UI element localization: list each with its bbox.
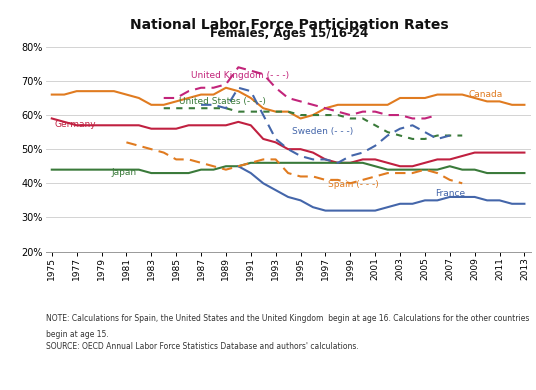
Text: Japan: Japan: [111, 168, 137, 177]
Text: United Kingdom (- - -): United Kingdom (- - -): [191, 71, 289, 80]
Text: Females, Ages 15/16-24: Females, Ages 15/16-24: [210, 27, 369, 40]
Text: France: France: [435, 189, 465, 198]
Text: begin at age 15.: begin at age 15.: [46, 330, 108, 339]
Text: Federal Reserve Bank of St. Louis: Federal Reserve Bank of St. Louis: [10, 369, 206, 379]
Text: NOTE: Calculations for Spain, the United States and the United Kingdom  begin at: NOTE: Calculations for Spain, the United…: [46, 314, 529, 323]
Text: Germany: Germany: [54, 120, 96, 129]
Text: Spain (- - -): Spain (- - -): [328, 180, 378, 189]
Text: Sweden (- - -): Sweden (- - -): [292, 127, 353, 136]
Text: National Labor Force Participation Rates: National Labor Force Participation Rates: [130, 18, 449, 32]
Text: United States (- - -): United States (- - -): [178, 97, 265, 106]
Text: Canada: Canada: [468, 90, 503, 99]
Text: SOURCE: OECD Annual Labor Force Statistics Database and authors' calculations.: SOURCE: OECD Annual Labor Force Statisti…: [46, 342, 358, 351]
